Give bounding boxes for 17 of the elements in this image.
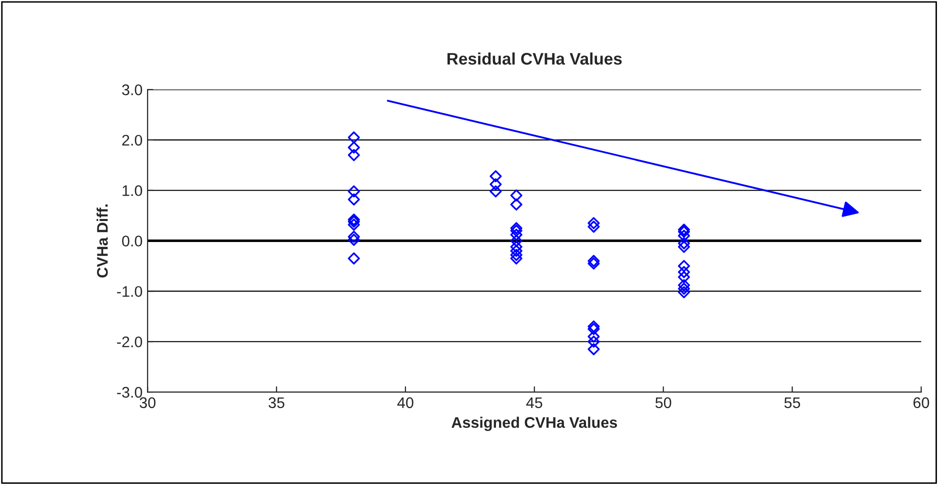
y-tick-label: 3.0 [122,84,142,96]
y-tick-label: -3.0 [117,386,142,398]
x-tick-label: 45 [526,397,542,408]
x-tick-label: 55 [784,397,800,408]
y-axis-title: CVHa Diff. [96,204,108,278]
x-tick-label: 35 [268,397,284,408]
y-tick-label: 1.0 [122,185,142,196]
y-tick-label: -1.0 [117,286,142,297]
chart-title: Residual CVHa Values [448,52,622,65]
x-tick-label: 60 [913,397,930,408]
x-tick-label: 30 [140,397,156,408]
y-tick-label: 0.0 [122,236,142,246]
x-tick-label: 40 [397,397,414,408]
y-tick-label: 2.0 [122,134,142,146]
x-tick-label: 50 [655,397,672,408]
y-tick-label: -2.0 [117,336,142,348]
x-axis-title: Assigned CVHa Values [452,416,617,432]
